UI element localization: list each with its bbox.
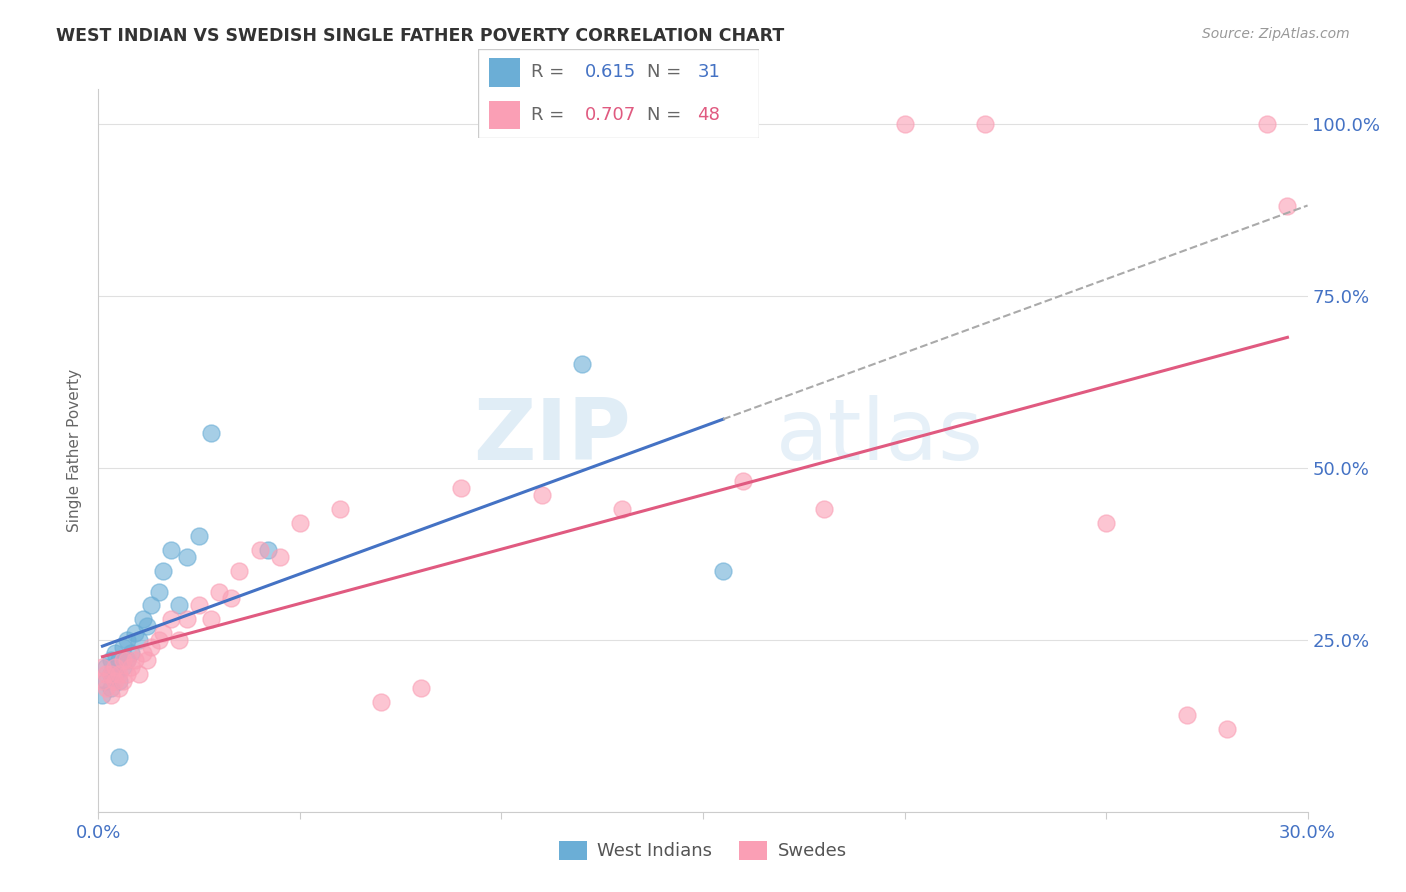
Point	[135, 619, 157, 633]
Point	[269, 550, 291, 565]
Point	[115, 653, 138, 667]
Point	[96, 673, 118, 688]
Point	[132, 612, 155, 626]
Point	[115, 632, 138, 647]
Point	[111, 653, 134, 667]
Point	[103, 673, 125, 688]
Point	[200, 426, 222, 441]
Point	[1277, 199, 1299, 213]
Point	[167, 599, 190, 613]
Point	[571, 358, 593, 372]
Point	[135, 653, 157, 667]
Text: 0.615: 0.615	[585, 63, 636, 81]
Point	[176, 612, 198, 626]
Point	[107, 749, 129, 764]
Text: WEST INDIAN VS SWEDISH SINGLE FATHER POVERTY CORRELATION CHART: WEST INDIAN VS SWEDISH SINGLE FATHER POV…	[56, 27, 785, 45]
Text: N =: N =	[647, 63, 686, 81]
Text: Source: ZipAtlas.com: Source: ZipAtlas.com	[1202, 27, 1350, 41]
Point	[139, 640, 162, 654]
Point	[152, 625, 174, 640]
Point	[132, 647, 155, 661]
Point	[107, 673, 129, 688]
Point	[256, 543, 278, 558]
Point	[100, 667, 122, 681]
Point	[167, 632, 190, 647]
Text: 48: 48	[697, 106, 720, 124]
Point	[103, 647, 125, 661]
Text: ZIP: ZIP	[472, 394, 630, 477]
Point	[1256, 117, 1278, 131]
Point	[221, 591, 243, 606]
Point	[111, 673, 134, 688]
Point	[91, 673, 114, 688]
Point	[91, 688, 114, 702]
Point	[1095, 516, 1118, 530]
Point	[208, 584, 231, 599]
Point	[115, 667, 138, 681]
Text: N =: N =	[647, 106, 686, 124]
Point	[96, 681, 118, 695]
Point	[813, 502, 835, 516]
Point	[124, 625, 146, 640]
Point	[139, 599, 162, 613]
Bar	[489, 58, 520, 87]
Point	[115, 653, 138, 667]
Point	[612, 502, 634, 516]
Point	[288, 516, 311, 530]
Point	[103, 660, 125, 674]
Point	[124, 653, 146, 667]
FancyBboxPatch shape	[478, 49, 759, 138]
Point	[530, 488, 553, 502]
Point	[188, 529, 211, 543]
Point	[107, 681, 129, 695]
Bar	[489, 101, 520, 129]
Point	[974, 117, 997, 131]
Point	[100, 667, 122, 681]
Point	[100, 653, 122, 667]
Text: 31: 31	[697, 63, 720, 81]
Point	[409, 681, 432, 695]
Point	[111, 660, 134, 674]
Point	[200, 612, 222, 626]
Point	[160, 612, 183, 626]
Point	[1175, 708, 1198, 723]
Point	[96, 667, 118, 681]
Point	[148, 632, 170, 647]
Point	[111, 640, 134, 654]
Point	[188, 599, 211, 613]
Point	[450, 481, 472, 495]
Point	[228, 564, 250, 578]
Point	[91, 660, 114, 674]
Point	[711, 564, 734, 578]
Point	[152, 564, 174, 578]
Point	[329, 502, 352, 516]
Point	[128, 667, 150, 681]
Text: R =: R =	[531, 63, 571, 81]
Point	[100, 688, 122, 702]
Text: R =: R =	[531, 106, 571, 124]
Point	[1216, 722, 1239, 736]
Point	[107, 653, 129, 667]
Point	[103, 667, 125, 681]
Point	[128, 632, 150, 647]
Point	[120, 660, 142, 674]
Point	[733, 475, 755, 489]
Point	[370, 695, 392, 709]
Point	[249, 543, 271, 558]
Point	[148, 584, 170, 599]
Point	[96, 660, 118, 674]
Point	[176, 550, 198, 565]
Point	[160, 543, 183, 558]
Y-axis label: Single Father Poverty: Single Father Poverty	[67, 369, 83, 532]
Point	[100, 681, 122, 695]
Point	[120, 647, 142, 661]
Point	[893, 117, 915, 131]
Text: atlas: atlas	[776, 394, 984, 477]
Text: 0.707: 0.707	[585, 106, 636, 124]
Legend: West Indians, Swedes: West Indians, Swedes	[553, 834, 853, 868]
Point	[107, 667, 129, 681]
